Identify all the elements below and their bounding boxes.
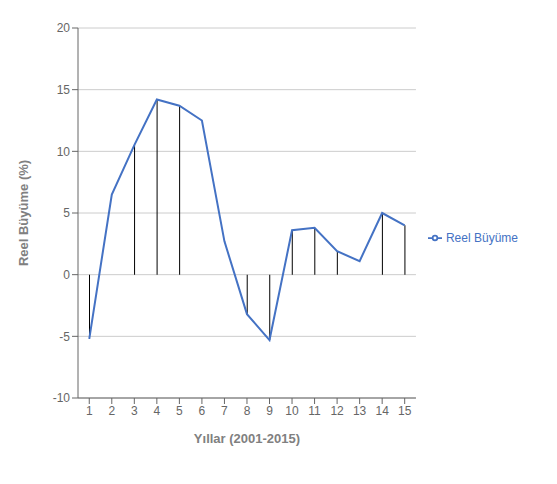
svg-text:0: 0: [63, 268, 70, 282]
svg-text:10: 10: [285, 404, 299, 418]
svg-text:14: 14: [375, 404, 389, 418]
svg-text:20: 20: [57, 21, 71, 35]
svg-text:15: 15: [57, 83, 71, 97]
svg-text:5: 5: [176, 404, 183, 418]
svg-text:6: 6: [199, 404, 206, 418]
svg-text:15: 15: [398, 404, 412, 418]
html-text:Reel Büyüme: Reel Büyüme: [446, 230, 518, 245]
svg-text:10: 10: [57, 145, 71, 159]
svg-text:-5: -5: [59, 330, 70, 344]
svg-text:13: 13: [353, 404, 367, 418]
svg-text:12: 12: [330, 404, 344, 418]
svg-text:Yıllar (2001-2015): Yıllar (2001-2015): [194, 431, 300, 446]
svg-text:4: 4: [154, 404, 161, 418]
svg-text:8: 8: [244, 404, 251, 418]
svg-text:9: 9: [266, 404, 273, 418]
svg-text:7: 7: [221, 404, 228, 418]
svg-text:2: 2: [108, 404, 115, 418]
svg-text:5: 5: [63, 206, 70, 220]
svg-text:-10: -10: [53, 391, 71, 405]
svg-text:1: 1: [86, 404, 93, 418]
svg-text:Reel Büyüme (%): Reel Büyüme (%): [16, 160, 31, 266]
svg-text:11: 11: [308, 404, 321, 418]
svg-text:3: 3: [131, 404, 138, 418]
